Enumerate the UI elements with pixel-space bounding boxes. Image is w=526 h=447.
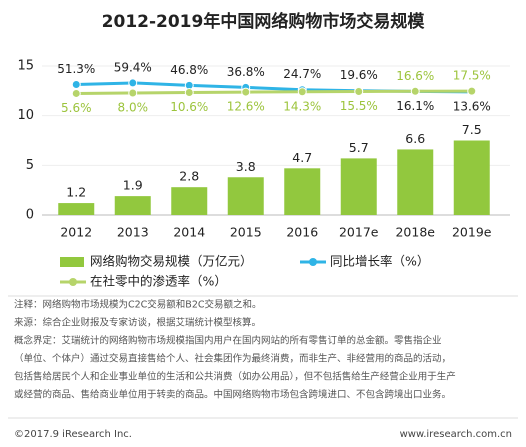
legend-swatch	[69, 278, 77, 286]
line-label: 14.3%	[283, 99, 321, 113]
note: 注释：网络购物市场规模为C2C交易额和B2C交易额之和。	[14, 299, 262, 311]
legend-swatch	[60, 257, 84, 267]
y-tick-label: 5	[26, 158, 34, 173]
legend-label: 在社零中的渗透率（%）	[90, 274, 227, 289]
footer-left: ©2017.9 iResearch Inc.	[14, 429, 132, 440]
line-label: 15.5%	[340, 99, 378, 113]
note: 概念界定：艾瑞统计的网络购物市场规模指国内用户在国内网站的所有零售订单的总金额。…	[14, 335, 442, 347]
line-label: 13.6%	[453, 99, 491, 113]
footer-right: www.iresearch.com.cn	[400, 429, 512, 440]
line-label: 19.6%	[340, 68, 378, 82]
bar-label: 4.7	[292, 150, 312, 165]
x-tick-label: 2013	[117, 225, 149, 240]
note: 来源：综合企业财报及专家访谈，根据艾瑞统计模型核算。	[14, 317, 261, 329]
line-marker	[467, 86, 477, 96]
y-tick-label: 0	[26, 208, 34, 223]
x-tick-label: 2019e	[452, 225, 492, 240]
x-tick-label: 2012	[60, 225, 92, 240]
x-tick-label: 2014	[173, 225, 205, 240]
line-label: 5.6%	[61, 101, 92, 115]
chart-title: 2012-2019年中国网络购物市场交易规模	[102, 11, 426, 32]
bar-label: 5.7	[349, 140, 369, 155]
note: （单位、个体户）通过交易直接售给个人、社会集团作为最终消费，而非生产、非经营用的…	[14, 353, 451, 365]
bar-label: 6.6	[405, 131, 425, 146]
line	[76, 89, 472, 95]
line-marker	[128, 88, 138, 98]
bar	[171, 187, 208, 215]
line-label: 59.4%	[114, 60, 152, 74]
line-marker	[71, 80, 81, 90]
bar	[114, 196, 151, 215]
line-marker	[297, 87, 307, 97]
line-marker	[128, 78, 138, 88]
bar	[340, 158, 377, 215]
line-label: 10.6%	[170, 100, 208, 114]
bar	[284, 168, 321, 215]
bar-label: 1.9	[123, 178, 143, 193]
bar-label: 7.5	[462, 122, 482, 137]
line-label: 51.3%	[57, 62, 95, 76]
line-marker	[71, 88, 81, 98]
line-label: 17.5%	[453, 69, 491, 83]
line-label: 8.0%	[118, 100, 149, 114]
line-marker	[410, 86, 420, 96]
y-tick-label: 15	[17, 59, 34, 74]
x-tick-label: 2017e	[339, 225, 379, 240]
bar-label: 3.8	[236, 159, 256, 174]
bar-label: 1.2	[66, 185, 86, 200]
legend-swatch	[309, 258, 317, 266]
bar	[227, 177, 264, 215]
bar	[58, 203, 95, 215]
note: 或经营的商品、售给商业单位用于转卖的商品。中国网络购物市场包含跨境进口、不包含跨…	[14, 389, 451, 401]
bar	[453, 140, 490, 215]
line-label: 36.8%	[227, 65, 265, 79]
x-tick-label: 2016	[286, 225, 318, 240]
legend-label: 同比增长率（%）	[330, 254, 429, 269]
line-marker	[184, 87, 194, 97]
line-label: 24.7%	[283, 67, 321, 81]
legend-label: 网络购物交易规模（万亿元）	[90, 254, 253, 269]
y-tick-label: 10	[17, 108, 34, 123]
x-tick-label: 2015	[230, 225, 262, 240]
note: 包括售给居民个人和企业事业单位的生活和公共消费（如办公用品），但不包括售给生产经…	[14, 371, 456, 383]
line-label: 12.6%	[227, 100, 265, 114]
bar	[397, 149, 434, 215]
line-label: 16.6%	[396, 69, 434, 83]
line-marker	[354, 87, 364, 97]
bar-label: 2.8	[179, 169, 199, 184]
line-label: 16.1%	[396, 99, 434, 113]
x-tick-label: 2018e	[395, 225, 435, 240]
line-marker	[241, 87, 251, 97]
line-label: 46.8%	[170, 63, 208, 77]
